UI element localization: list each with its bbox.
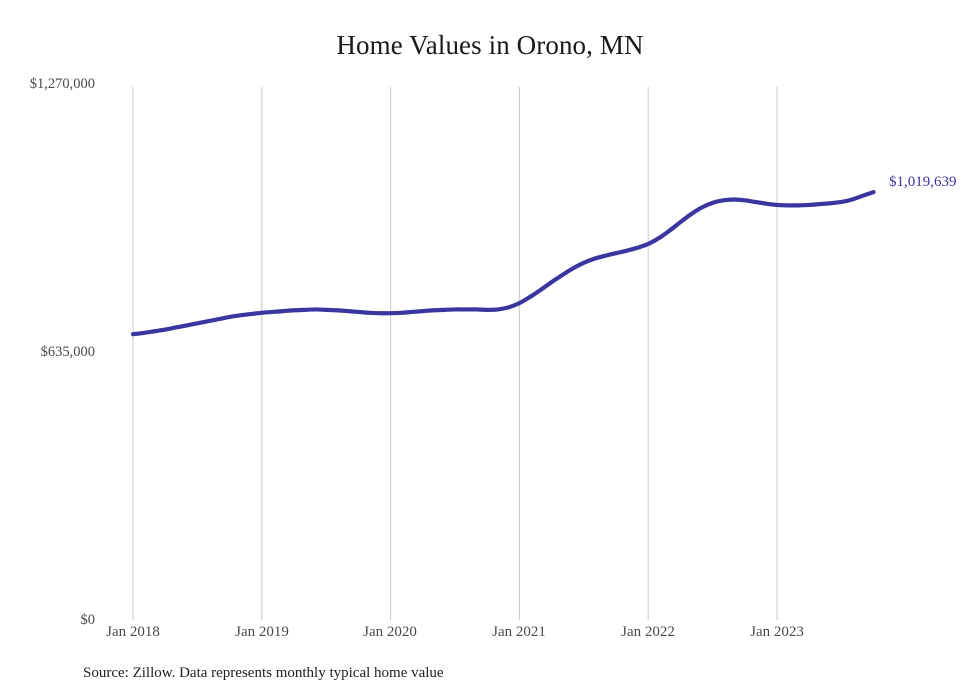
y-axis-tick-label-top: $1,270,000	[29, 76, 95, 92]
source-note: Source: Zillow. Data represents monthly …	[83, 665, 444, 681]
chart-title: Home Values in Orono, MN	[336, 30, 644, 60]
x-axis-tick-label-jan-2018: Jan 2018	[106, 624, 160, 640]
x-axis-tick-label-jan-2021: Jan 2021	[492, 624, 546, 640]
y-axis-tick-label-bottom: $0	[80, 612, 96, 628]
y-axis-tick-label-mid: $635,000	[40, 344, 95, 360]
x-axis-tick-label-jan-2022: Jan 2022	[621, 624, 675, 640]
series-end-value-label: $1,019,639	[889, 174, 957, 190]
x-axis-tick-label-jan-2019: Jan 2019	[235, 624, 289, 640]
x-axis-tick-label-jan-2020: Jan 2020	[363, 624, 417, 640]
x-axis-tick-label-jan-2023: Jan 2023	[750, 624, 804, 640]
gridlines	[132, 87, 778, 620]
series-line-home-values	[130, 189, 876, 337]
